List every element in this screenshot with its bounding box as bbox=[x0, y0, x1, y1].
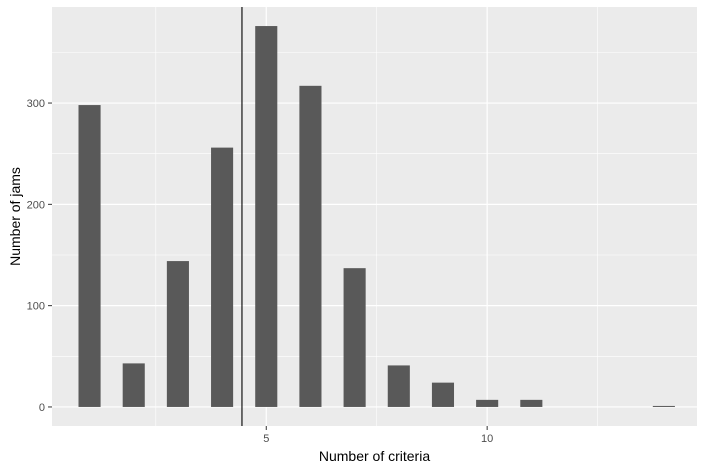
y-tick-label: 300 bbox=[27, 98, 45, 110]
x-tick-label: 5 bbox=[263, 433, 269, 445]
bar bbox=[211, 147, 234, 407]
x-tick-label: 10 bbox=[481, 433, 493, 445]
bar bbox=[387, 365, 410, 407]
plot-background bbox=[52, 7, 697, 426]
x-axis-title: Number of criteria bbox=[319, 448, 430, 464]
bar bbox=[299, 85, 322, 407]
y-tick-label: 200 bbox=[27, 199, 45, 211]
bar bbox=[122, 363, 145, 407]
bar bbox=[78, 105, 101, 407]
bar bbox=[166, 261, 189, 407]
major-gridlines bbox=[52, 7, 697, 426]
y-axis-title: Number of jams bbox=[7, 167, 23, 266]
bar bbox=[343, 268, 366, 407]
bar bbox=[255, 26, 278, 407]
bar bbox=[431, 382, 455, 407]
y-tick-label: 100 bbox=[27, 301, 45, 313]
y-tick-label: 0 bbox=[39, 402, 45, 414]
bar bbox=[476, 399, 499, 407]
bar bbox=[652, 405, 675, 407]
bar bbox=[520, 399, 543, 407]
bars bbox=[78, 26, 675, 407]
minor-gridlines bbox=[52, 7, 697, 426]
